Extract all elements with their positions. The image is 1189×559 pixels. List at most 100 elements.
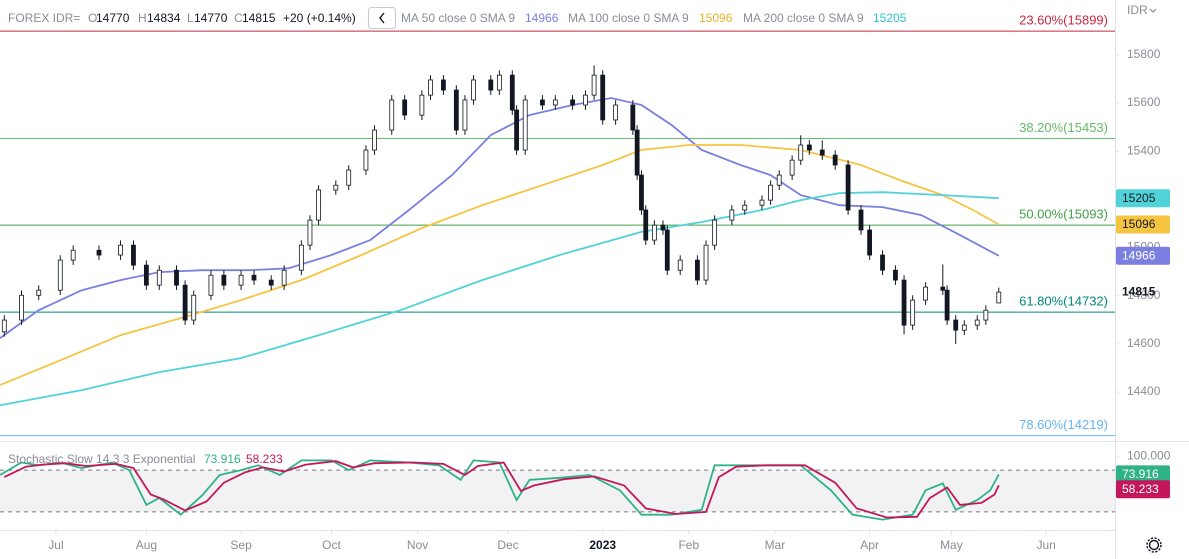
candle-body	[961, 324, 967, 331]
candle-body	[307, 219, 313, 246]
y-tick-label: 14400	[1127, 384, 1161, 398]
candle-body	[238, 274, 244, 286]
candle-body	[858, 209, 864, 231]
collapse-button[interactable]	[368, 7, 396, 29]
candle-body	[346, 169, 352, 186]
price-badge	[1116, 480, 1170, 499]
ohlc-label: O	[88, 11, 97, 25]
candle-body	[910, 299, 916, 326]
candle-body	[419, 94, 425, 116]
candle-body	[660, 224, 666, 231]
ohlc-value: 14815	[242, 11, 276, 25]
candle-body	[488, 79, 494, 91]
ma-legend-value: 15096	[699, 11, 733, 25]
oscillator-line	[0, 459, 1000, 521]
currency-label[interactable]: IDR	[1127, 3, 1148, 17]
fib-level-label: 23.60%(15899)	[1019, 13, 1108, 28]
price-badge	[1116, 246, 1170, 265]
candle-body	[867, 229, 873, 256]
moving-average-line	[0, 144, 1000, 386]
candle-body	[298, 244, 304, 271]
settings-button[interactable]	[1146, 537, 1162, 553]
moving-average-line	[0, 191, 999, 407]
settings-icon[interactable]	[1148, 539, 1160, 551]
candle-body	[221, 274, 227, 286]
candle-body	[639, 174, 644, 211]
candle-body	[643, 209, 649, 241]
price-badge	[1116, 465, 1170, 484]
ohlc-label: H	[138, 11, 147, 25]
candle-body	[96, 249, 102, 256]
candle-body	[540, 99, 545, 106]
candle-body	[118, 244, 123, 256]
currency-chevron[interactable]	[1149, 8, 1157, 13]
y-tick-label: 15400	[1127, 143, 1161, 157]
candle-body	[651, 224, 657, 241]
candle-body	[208, 274, 214, 296]
x-tick-label: Dec	[497, 538, 518, 552]
indicator-value: 73.916	[204, 452, 241, 466]
candle-body	[768, 184, 773, 201]
candle-body	[143, 264, 149, 286]
candle-body	[509, 74, 515, 111]
indicator-title: Stochastic Slow 14 3 3 Exponential	[8, 452, 195, 466]
text-layer: FOREX IDR= O 14770 H 14834 L 14770 C 148…	[8, 3, 1171, 552]
candle-body	[944, 289, 950, 321]
price-badge-label: 58.233	[1122, 482, 1159, 496]
settings-icon-teeth[interactable]	[1146, 537, 1162, 553]
x-tick-label: Sep	[230, 538, 252, 552]
candle-body	[428, 79, 433, 96]
candle-body	[845, 164, 851, 211]
candle-body	[613, 104, 619, 121]
ma-legend-name: MA 100 close 0 SMA 9	[568, 11, 689, 25]
candle-body	[402, 99, 408, 116]
x-tick-label: 2023	[589, 538, 616, 552]
ma-legend-name: MA 200 close 0 SMA 9	[743, 11, 864, 25]
candle-body	[36, 289, 42, 296]
candle-body	[131, 244, 136, 266]
y-tick-label: 15800	[1127, 47, 1161, 61]
y-tick-label: 14600	[1127, 336, 1161, 350]
candle-body	[251, 274, 257, 281]
x-tick-label: Jun	[1036, 538, 1055, 552]
change-label: +20 (+0.14%)	[283, 11, 356, 25]
x-tick-label: Nov	[407, 538, 428, 552]
ohlc-value: 14834	[147, 11, 181, 25]
price-badge	[1116, 189, 1170, 208]
candle-body	[174, 269, 179, 286]
ma-legend-value: 14966	[525, 11, 559, 25]
x-tick-label: Jul	[48, 538, 63, 552]
candle-body	[570, 99, 575, 106]
x-tick-label: Oct	[322, 538, 341, 552]
candle-body	[634, 129, 640, 176]
candle-body	[996, 291, 1002, 304]
candle-body	[880, 254, 885, 271]
candle-body	[600, 74, 606, 121]
candle-body	[496, 74, 502, 91]
ohlc-value: 14770	[96, 11, 130, 25]
candle-body	[729, 209, 735, 221]
candle-body	[893, 269, 898, 281]
button-icon[interactable]	[379, 12, 385, 24]
price-badge	[1116, 215, 1170, 234]
fib-level-label: 61.80%(14732)	[1019, 294, 1108, 309]
marks-layer	[0, 65, 1002, 521]
candle-body	[333, 184, 339, 191]
candle-body	[983, 309, 989, 321]
overbought-oversold-band	[0, 470, 1115, 512]
candle-body	[798, 144, 804, 161]
price-badge-label: 15096	[1122, 217, 1156, 231]
candle-body	[776, 174, 782, 186]
candle-body	[70, 249, 76, 261]
candle-body	[664, 229, 670, 271]
ma-legend-name: MA 50 close 0 SMA 9	[401, 11, 515, 25]
symbol-title: FOREX IDR=	[8, 11, 80, 25]
moving-average-line	[0, 97, 1000, 339]
candle-body	[514, 109, 520, 151]
y-tick-label: 14800	[1127, 288, 1161, 302]
candle-body	[789, 159, 795, 176]
button-frame[interactable]	[368, 7, 396, 29]
price-badge-label: 14966	[1122, 248, 1156, 262]
candle-body	[703, 244, 709, 281]
